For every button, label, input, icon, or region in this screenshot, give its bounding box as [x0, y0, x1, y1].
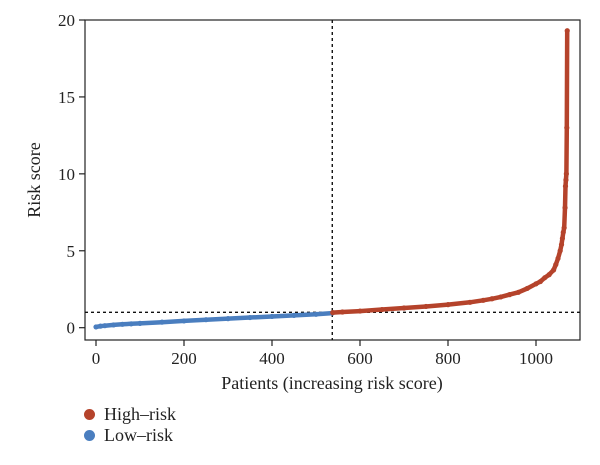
y-tick-label: 15 [58, 88, 75, 107]
y-tick-label: 10 [58, 165, 75, 184]
high-risk-dot-icon [84, 409, 95, 420]
cutoff-lines [85, 20, 580, 340]
x-tick-label: 600 [347, 349, 373, 368]
y-tick-label: 5 [67, 242, 76, 261]
x-axis-title: Patients (increasing risk score) [221, 373, 442, 394]
x-tick-label: 200 [171, 349, 197, 368]
legend-item-low-risk: Low–risk [84, 425, 176, 446]
y-axis-title: Risk score [24, 142, 44, 218]
y-tick-label: 20 [58, 11, 75, 30]
series-trace-high-risk [330, 28, 570, 315]
risk-score-chart: 0 5 10 15 20 0 200 400 600 800 1000 Patients (inc… [24, 11, 581, 394]
low-risk-dot-icon [84, 430, 95, 441]
data-points [93, 28, 570, 330]
x-tick-label: 1000 [519, 349, 553, 368]
x-tick-label: 0 [92, 349, 101, 368]
legend-item-high-risk: High–risk [84, 404, 176, 425]
y-tick-label: 0 [67, 319, 76, 338]
x-tick-label: 800 [435, 349, 461, 368]
y-axis-ticks: 0 5 10 15 20 [58, 11, 85, 338]
series-trace-low-risk [93, 310, 335, 330]
x-tick-label: 400 [259, 349, 285, 368]
legend-label-low-risk: Low–risk [104, 425, 173, 445]
x-axis-ticks: 0 200 400 600 800 1000 [92, 340, 553, 368]
legend: High–risk Low–risk [84, 404, 176, 446]
legend-label-high-risk: High–risk [104, 404, 176, 424]
